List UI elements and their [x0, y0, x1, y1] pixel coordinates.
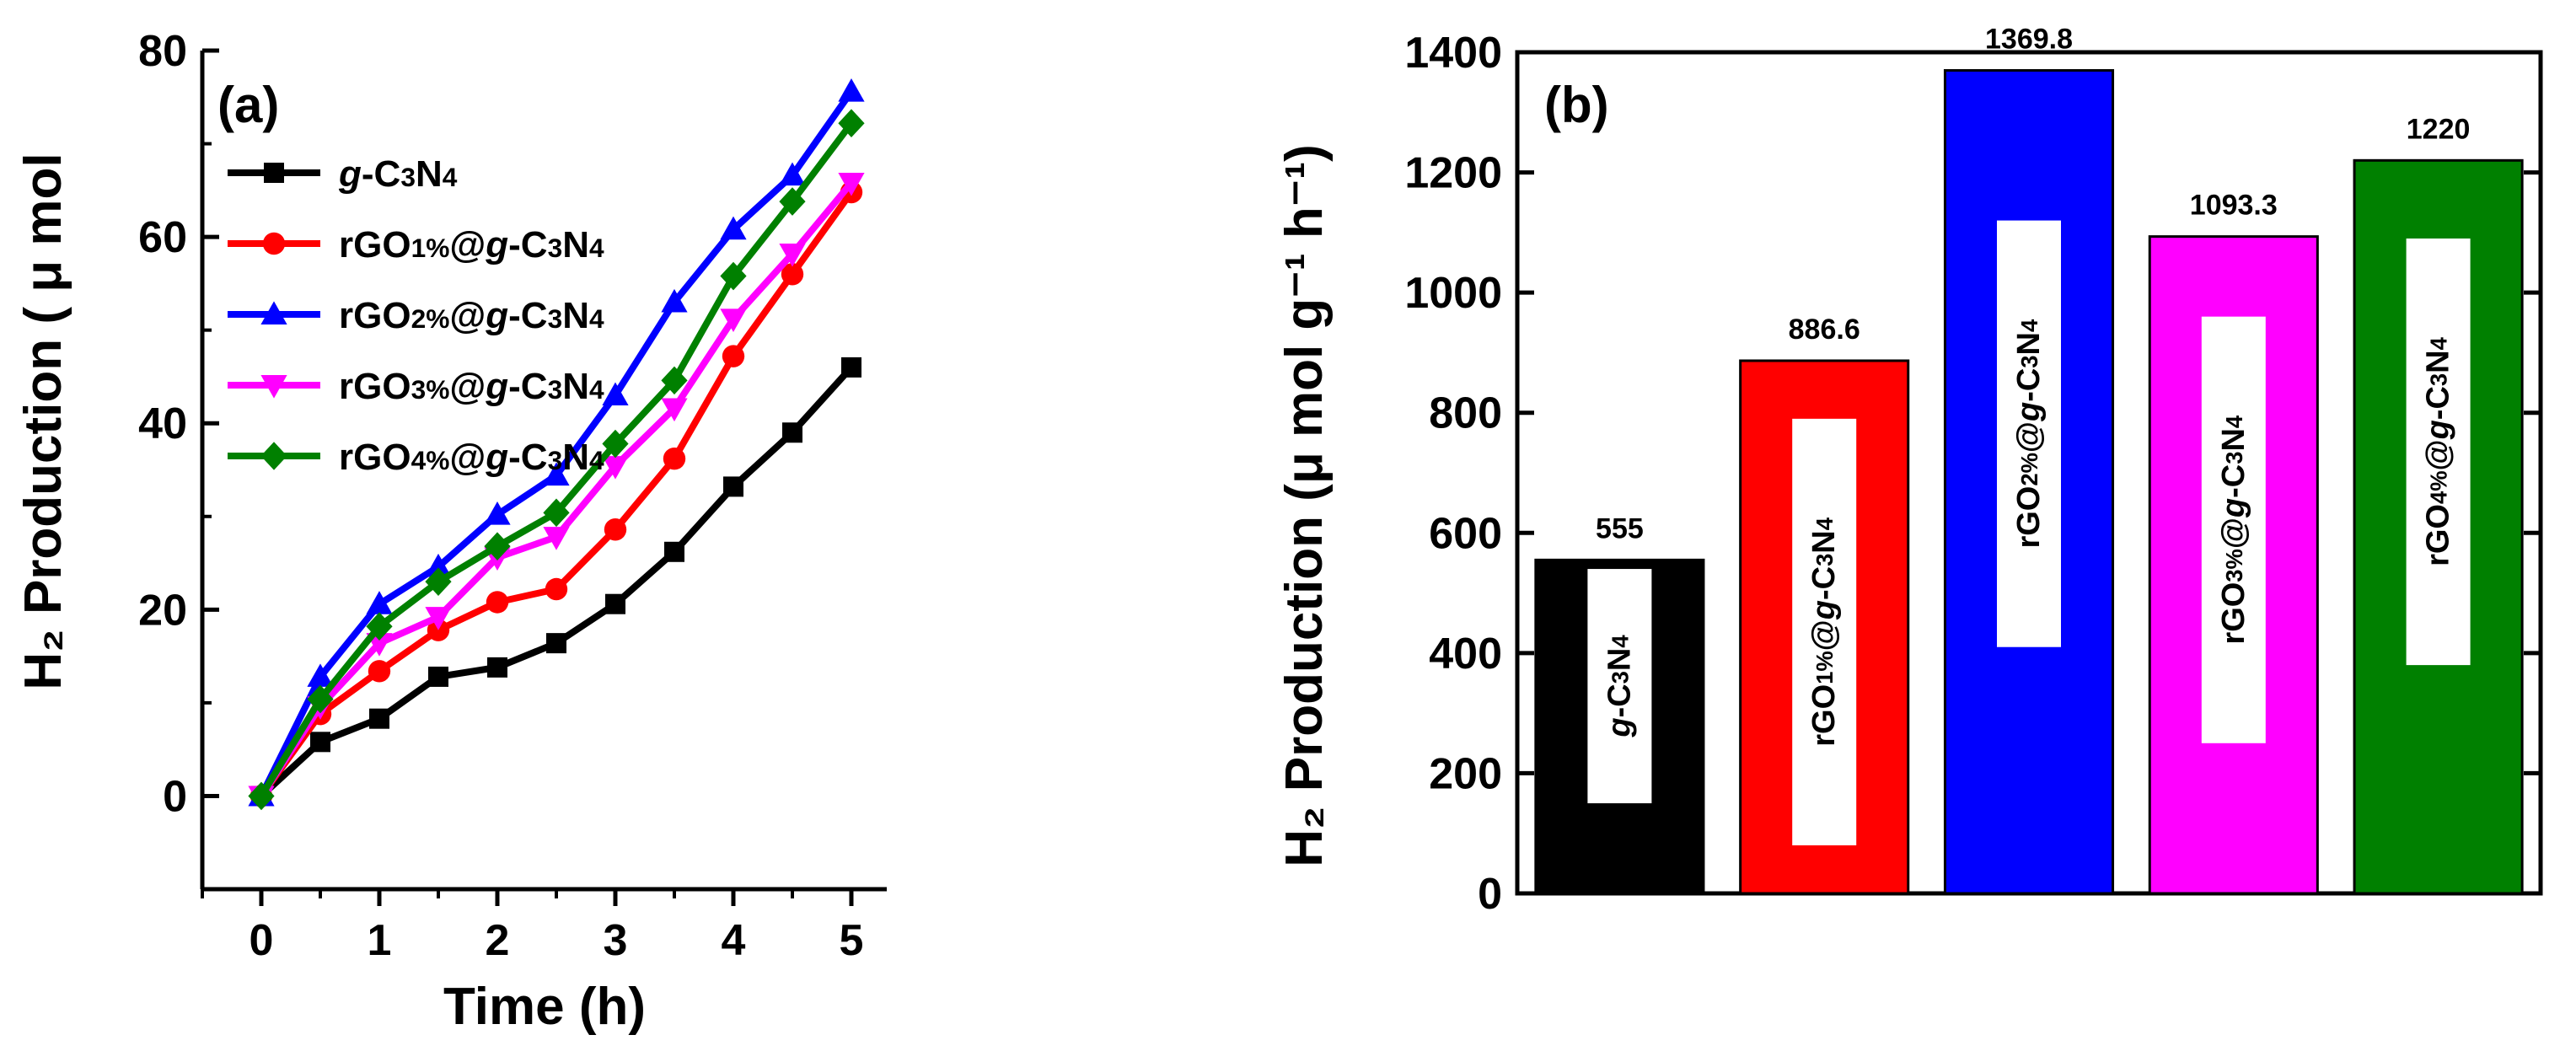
- panel-a-legend-marker: [264, 163, 284, 183]
- panel-a-data-point: [484, 532, 511, 560]
- panel-a-legend-marker: [262, 232, 286, 255]
- panel-a-data-point: [838, 109, 865, 138]
- panel-a-data-point: [720, 261, 747, 291]
- panel-b-y-tick-label: 1000: [1404, 269, 1502, 318]
- panel-a-legend-label: rGO3%@g-C3N4: [339, 366, 604, 407]
- panel-b-bar-label-box: [2201, 316, 2266, 743]
- panel-a-legend-label: rGO2%@g-C3N4: [339, 295, 604, 336]
- panel-a-data-point: [779, 244, 806, 267]
- panel-a-x-axis-label: Time (h): [443, 978, 646, 1036]
- panel-a-data-point: [720, 308, 747, 332]
- panel-b-y-tick-label: 200: [1429, 749, 1502, 798]
- panel-a-data-point: [723, 476, 743, 497]
- panel-a-y-axis-label: H₂ Production ( μ mol: [14, 153, 72, 689]
- panel-b-bar-label-box: [1792, 418, 1857, 845]
- panel-a-data-point: [425, 553, 452, 577]
- panel-b-bar-label-box: [2406, 238, 2471, 666]
- panel-a-data-point: [722, 345, 745, 367]
- panel-b-bar-label: rGO2%@g-C3N4: [2011, 319, 2047, 549]
- panel-b-y-tick-label: 1200: [1404, 149, 1502, 198]
- panel-b-bar-label: rGO4%@g-C3N4: [2421, 336, 2456, 566]
- panel-b-y-tick-label: 1400: [1404, 29, 1502, 78]
- panel-a-data-point: [720, 216, 747, 240]
- panel-a-data-point: [310, 732, 330, 753]
- panel-b-label: (b): [1544, 77, 1609, 133]
- panel-a-legend-label: rGO4%@g-C3N4: [339, 437, 604, 478]
- panel-b-bar-label-box: [1587, 569, 1652, 804]
- panel-a-data-point: [782, 422, 802, 443]
- panel-b-y-axis-label: H₂ Production (μ mol g⁻¹ h⁻¹): [1275, 144, 1334, 867]
- panel-a-data-point: [366, 591, 393, 614]
- panel-a-label: (a): [217, 77, 279, 133]
- panel-a-data-point: [781, 263, 804, 286]
- panel-b-value-label: 1093.3: [2190, 190, 2278, 222]
- panel-a-data-point: [602, 456, 629, 480]
- panel-a-data-point: [486, 591, 509, 614]
- panel-a-x-tick-label: 4: [722, 916, 746, 965]
- panel-a-y-tick-label: 0: [163, 772, 187, 821]
- panel-b-bar-label-box: [1997, 220, 2061, 647]
- panel-b-value-label: 1220: [2407, 113, 2471, 145]
- panel-b-bar-label: rGO3%@g-C3N4: [2216, 415, 2251, 645]
- panel-b-bar-label: rGO1%@g-C3N4: [1806, 517, 1842, 747]
- panel-b-value-label: 886.6: [1789, 314, 1860, 346]
- panel-a-y-tick-label: 40: [138, 399, 187, 448]
- panel-a-data-point: [487, 657, 507, 678]
- panel-a-data-point: [543, 462, 570, 486]
- panel-b-bar-label: g-C3N4: [1602, 635, 1637, 738]
- panel-a-data-point: [664, 541, 684, 562]
- panel-a-x-tick-label: 2: [486, 916, 510, 965]
- panel-a-data-point: [425, 607, 452, 630]
- panel-a-data-point: [779, 162, 806, 186]
- panel-b-bar-chart: (b) H₂ Production (μ mol g⁻¹ h⁻¹) 0 200 40…: [1275, 24, 2543, 919]
- panel-a-data-point: [838, 78, 865, 102]
- panel-a-x-tick-label: 5: [840, 916, 864, 965]
- panel-a-legend-marker: [260, 375, 287, 399]
- panel-a-data-point: [602, 382, 629, 406]
- panel-a-data-point: [604, 518, 627, 541]
- panel-a-data-point: [543, 498, 570, 528]
- panel-a-data-point: [428, 666, 448, 687]
- panel-a-data-point: [661, 288, 688, 313]
- panel-a-data-point: [369, 708, 389, 729]
- panel-a-legend-marker: [260, 442, 287, 470]
- panel-a-data-point: [661, 366, 688, 395]
- panel-a-data-point: [366, 612, 393, 641]
- panel-a-legend-marker: [260, 301, 287, 324]
- panel-b-y-tick-label: 800: [1429, 389, 1502, 438]
- panel-a-data-point: [546, 633, 566, 654]
- panel-a-series-line-4: [258, 180, 855, 798]
- panel-a-data-point: [779, 187, 806, 216]
- panel-a-x-tick-label: 0: [250, 916, 274, 965]
- panel-a-y-tick-label: 20: [138, 586, 187, 635]
- panel-b-y-tick-label: 0: [1478, 870, 1502, 919]
- panel-a-legend-label: rGO1%@g-C3N4: [339, 224, 604, 265]
- panel-a-data-point: [368, 660, 391, 683]
- panel-a-data-point: [838, 172, 865, 196]
- panel-a-data-point: [307, 684, 334, 714]
- panel-b-y-tick-label: 400: [1429, 630, 1502, 678]
- panel-a-x-tick-label: 3: [604, 916, 628, 965]
- panel-b-value-label: 1369.8: [1985, 24, 2073, 56]
- panel-a-x-tick-label: 1: [368, 916, 392, 965]
- panel-a-data-point: [425, 567, 452, 596]
- panel-a-y-tick-label: 80: [138, 27, 187, 76]
- panel-a-data-point: [663, 448, 686, 470]
- panel-a-y-tick-label: 60: [138, 213, 187, 262]
- panel-a-data-point: [605, 593, 625, 614]
- panel-a-data-point: [248, 781, 275, 811]
- panel-a-data-point: [484, 501, 511, 525]
- panel-a-data-point: [543, 527, 570, 550]
- panel-a-data-point: [661, 398, 688, 422]
- panel-a-data-point: [545, 577, 568, 601]
- panel-b-value-label: 555: [1596, 512, 1644, 544]
- panel-a-data-point: [841, 357, 861, 378]
- panel-a-data-point: [602, 429, 629, 458]
- panel-a-data-point: [307, 663, 334, 687]
- panel-a-line-chart: (a) Time (h) H₂ Production ( μ mol 02040…: [14, 27, 887, 1036]
- panel-b-y-tick-label: 600: [1429, 509, 1502, 558]
- panel-a-legend-label: g-C3N4: [338, 153, 458, 195]
